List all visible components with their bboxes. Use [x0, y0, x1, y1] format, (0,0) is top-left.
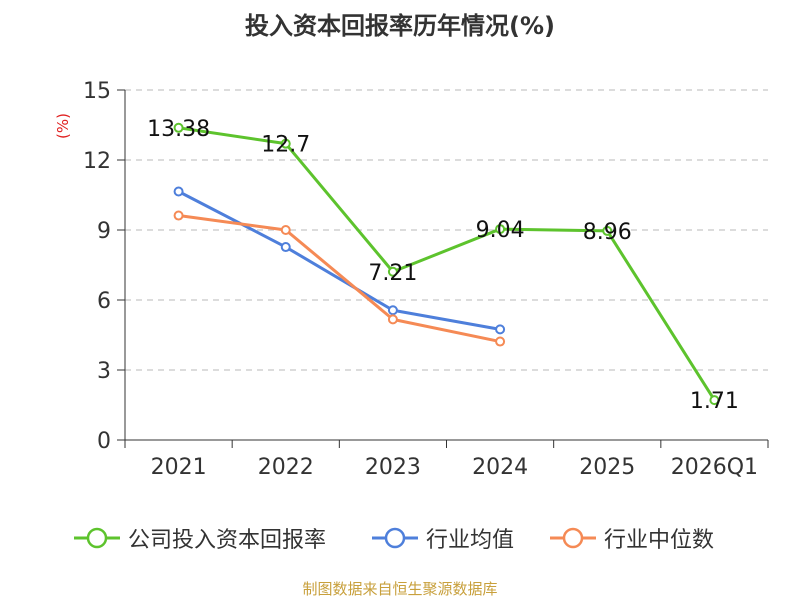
data-label: 8.96	[583, 220, 632, 245]
chart-title: 投入资本回报率历年情况(%)	[245, 12, 555, 40]
data-point	[387, 266, 398, 277]
legend-marker-icon	[372, 527, 418, 549]
y-tick-label: 0	[97, 429, 111, 454]
data-point	[709, 395, 720, 406]
y-tick-label: 12	[83, 149, 111, 174]
y-tick-label: 9	[97, 219, 111, 244]
data-label: 7.21	[368, 261, 417, 286]
data-point	[280, 242, 291, 253]
series-line	[177, 190, 501, 331]
grid-lines	[125, 89, 768, 371]
series-2	[173, 210, 506, 347]
legend: 公司投入资本回报率 行业均值 行业中位数	[0, 520, 800, 556]
data-point	[387, 305, 398, 316]
y-tick-label: 3	[97, 359, 111, 384]
data-point	[173, 122, 184, 133]
x-tick-label: 2026Q1	[671, 455, 758, 480]
legend-item[interactable]: 行业中位数	[548, 520, 714, 556]
data-point	[173, 186, 184, 197]
data-point	[173, 210, 184, 221]
data-point	[495, 324, 506, 335]
data-label: 13.38	[147, 117, 210, 142]
data-point	[602, 225, 613, 236]
series-0	[173, 122, 720, 406]
legend-label: 公司投入资本回报率	[128, 528, 327, 553]
series-line	[178, 214, 501, 344]
legend-item[interactable]: 公司投入资本回报率	[72, 520, 326, 556]
series-lines	[173, 122, 720, 406]
legend-marker-icon	[74, 527, 120, 549]
x-tick-label: 2022	[258, 455, 314, 480]
legend-label: 行业中位数	[604, 528, 715, 553]
data-point	[280, 225, 291, 235]
source-note: 制图数据来自恒生聚源数据库	[302, 580, 498, 598]
legend-item[interactable]: 行业均值	[370, 520, 514, 556]
data-point	[387, 314, 398, 325]
legend-label: 行业均值	[426, 528, 515, 553]
x-tick-label: 2021	[151, 455, 207, 480]
data-point	[280, 138, 291, 149]
y-axis-label: (%)	[54, 113, 72, 139]
x-tick-label: 2024	[472, 455, 528, 480]
data-point	[495, 224, 506, 235]
data-label: 12.7	[261, 133, 310, 158]
x-tick-label: 2025	[579, 455, 635, 480]
legend-marker-icon	[550, 527, 596, 549]
y-tick-label: 6	[97, 289, 111, 314]
axes: 0 3 6 9 12 15 2021 2022 2023 2024 2025 2026Q1	[83, 79, 769, 480]
y-tick-label: 15	[83, 79, 111, 104]
series-1	[173, 186, 506, 335]
data-point	[495, 336, 506, 347]
data-label: 9.04	[476, 218, 525, 243]
x-tick-label: 2023	[365, 455, 421, 480]
data-label: 1.71	[690, 389, 739, 414]
data-labels: 13.38 12.7 7.21 9.04 8.96 1.71	[147, 117, 739, 414]
series-line	[178, 126, 716, 401]
